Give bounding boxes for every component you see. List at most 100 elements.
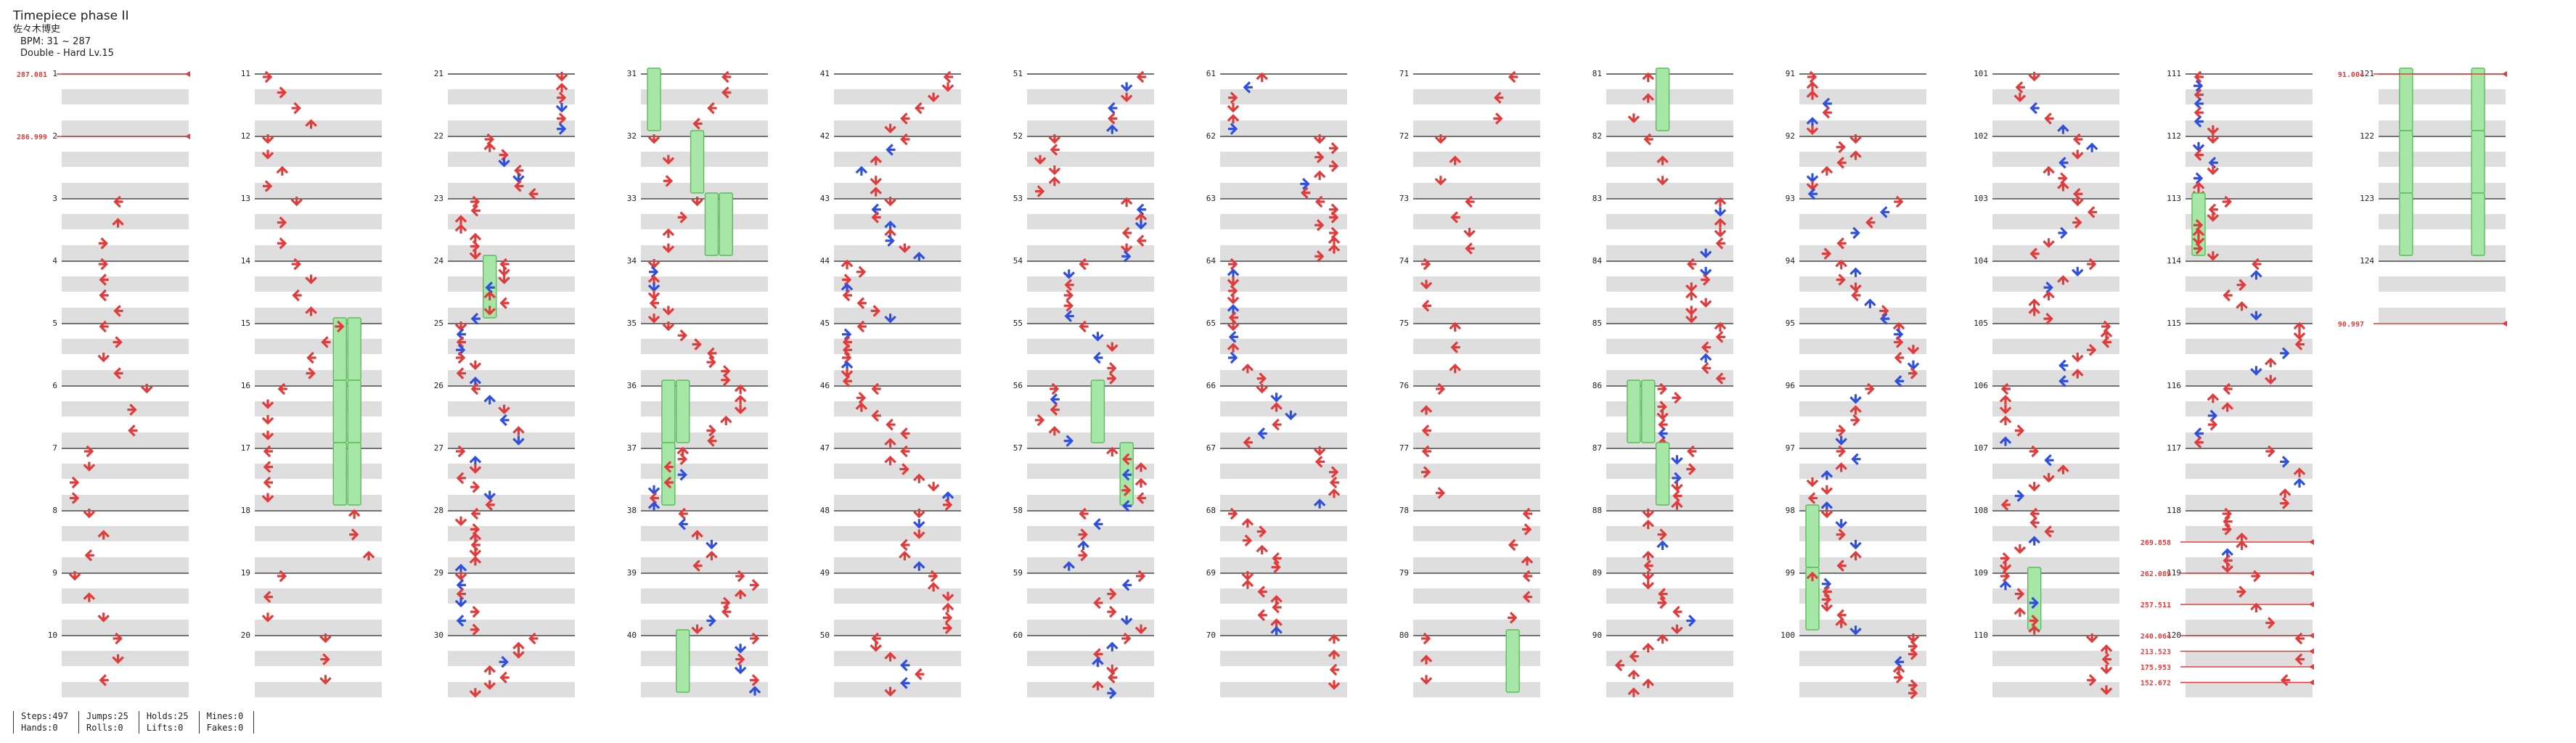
down-arrow-icon [1120,92,1133,102]
left-arrow-icon [514,180,524,192]
right-arrow-icon [1522,523,1532,535]
left-arrow-icon [2015,81,2025,94]
left-arrow-icon [263,476,273,489]
right-arrow-icon [1329,226,1339,239]
down-arrow-icon [261,399,274,409]
measure-number: 83 [1592,194,1602,203]
down-arrow-icon [1999,562,2012,572]
left-arrow-icon [2193,149,2204,161]
down-arrow-icon [1685,282,1698,292]
measure-number: 48 [820,506,830,515]
beat-band [834,89,961,104]
beat-band [1413,308,1540,323]
down-arrow-icon [2293,330,2306,340]
down-arrow-icon [662,155,675,165]
right-arrow-icon [1329,142,1339,155]
right-arrow-icon [113,632,123,645]
right-arrow-icon [2207,409,2218,422]
left-arrow-icon [1093,648,1103,660]
beat-band [448,526,575,541]
down-arrow-icon [662,305,675,316]
down-arrow-icon [2072,149,2084,160]
up-arrow-icon [1685,290,1698,300]
right-arrow-icon [870,305,880,317]
beat-band [1606,120,1733,136]
left-arrow-icon [900,659,910,672]
left-arrow-icon [2101,653,2111,665]
right-arrow-icon [1672,472,1682,485]
beat-band [2379,245,2506,260]
beat-band [2185,308,2313,323]
right-arrow-icon [1329,211,1339,223]
measure-number: 49 [820,568,830,578]
beat-band [62,245,189,260]
beat-band [641,495,768,510]
right-arrow-icon [1049,382,1060,395]
down-arrow-icon [884,313,896,324]
bpm-range: BPM: 31 ~ 287 [20,36,91,47]
measure-numbers: 1234567891011121314151617181920212223242… [48,69,2375,640]
right-arrow-icon [943,498,953,511]
up-arrow-icon [1092,681,1104,691]
beat-band [1027,620,1154,635]
right-arrow-icon [349,528,359,541]
right-arrow-icon [735,570,745,583]
right-arrow-icon [1493,112,1503,125]
notes [68,67,2485,699]
right-arrow-icon [557,91,567,104]
stats-group: Jumps:25 Rolls:0 [78,711,139,734]
left-arrow-icon [2029,102,2040,115]
down-arrow-icon [1106,342,1119,352]
down-arrow-icon [1313,134,1326,144]
beat-band [448,620,575,635]
beat-band [1027,651,1154,666]
beat-band [834,495,961,510]
up-arrow-icon [734,395,747,405]
down-arrow-icon [319,633,332,644]
beat-band [1220,464,1347,479]
measure-number: 90 [1592,631,1602,640]
down-arrow-icon [2043,472,2055,483]
up-arrow-icon [1835,259,1847,269]
left-arrow-icon [1865,216,1876,229]
beat-band [1606,245,1733,260]
beat-band [834,588,961,604]
left-arrow-icon [2044,454,2054,467]
hold-note-icon [2399,67,2413,131]
left-arrow-icon [871,409,881,422]
left-arrow-icon [1093,518,1103,530]
beat-band [1027,370,1154,385]
measure-number: 61 [1206,69,1216,78]
up-arrow-icon [706,551,718,561]
down-arrow-icon [498,266,510,277]
hold-note-icon [1805,567,1820,631]
measure-number: 91 [1786,69,1795,78]
left-arrow-icon [84,549,94,562]
beat-band [1413,464,1540,479]
beat-band [641,339,768,354]
measure-number: 26 [434,381,443,390]
down-arrow-icon [469,360,482,371]
right-arrow-icon [1908,648,1918,660]
bpm-label: 269.858 [2140,539,2171,547]
beat-band [2185,152,2313,167]
right-arrow-icon [263,180,273,192]
down-arrow-icon [870,642,882,652]
measure-number: 9 [52,568,57,578]
measure-number: 5 [52,319,57,328]
left-arrow-icon [1421,445,1431,458]
measure-number: 71 [1399,69,1409,78]
right-arrow-icon [1228,91,1238,104]
left-arrow-icon [1851,289,1861,302]
beat-band [62,214,189,229]
down-arrow-icon [1849,282,1862,292]
up-arrow-icon [1806,90,1819,100]
measure-number: 19 [241,568,250,578]
left-arrow-icon [1822,106,1832,119]
right-arrow-icon [2087,258,2097,271]
measure-number: 111 [2167,69,2181,78]
left-arrow-icon [871,203,881,216]
up-arrow-icon [1642,72,1654,82]
beat-band [1027,682,1154,697]
measure-number: 123 [2360,194,2374,203]
